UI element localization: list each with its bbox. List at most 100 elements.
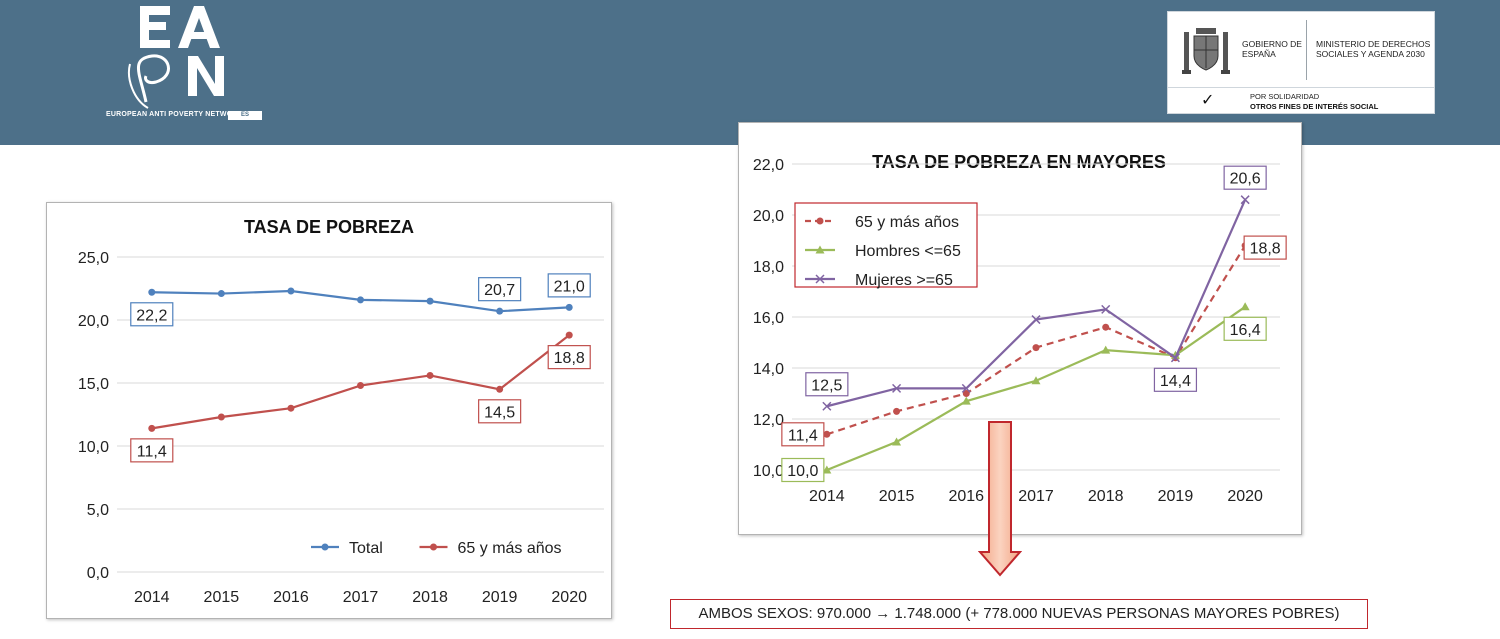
data-point <box>496 385 504 393</box>
data-label-box <box>1223 316 1267 341</box>
y-tick-label: 15,0 <box>78 376 109 393</box>
data-point <box>1102 323 1110 331</box>
government-badge: GOBIERNO DE ESPAÑA MINISTERIO DE DERECHO… <box>1167 11 1435 114</box>
data-point <box>426 371 434 379</box>
chart-poverty-rate: TASA DE POBREZA 0,0 5,0 10,0 15,0 20,0 25,0 201… <box>46 202 612 619</box>
x-tick-label: 2015 <box>204 589 240 606</box>
legend-marker <box>430 543 437 551</box>
x-tick-label: 2019 <box>1158 488 1194 505</box>
coat-of-arms-icon <box>1182 28 1230 74</box>
data-label-box <box>781 422 825 447</box>
data-label-box <box>1243 235 1287 260</box>
data-point <box>893 407 901 415</box>
data-point <box>1240 302 1250 311</box>
legend-label: Total <box>349 540 383 557</box>
solidarity-line-1: POR SOLIDARIDAD <box>1250 92 1320 101</box>
y-tick-label: 22,0 <box>753 157 784 174</box>
data-point <box>217 413 225 421</box>
y-tick-label: 12,0 <box>753 412 784 429</box>
chart-elderly-poverty-rate: TASA DE POBREZA EN MAYORES 10,0 12,0 14,0 16… <box>738 122 1302 535</box>
gov-name: GOBIERNO DE ESPAÑA <box>1242 39 1302 59</box>
legend-label: Mujeres >=65 <box>855 272 953 289</box>
data-label: 21,0 <box>554 278 585 295</box>
data-label-box <box>478 277 522 302</box>
data-point <box>892 437 902 446</box>
data-label-box <box>1223 165 1267 190</box>
legend-marker <box>321 543 329 551</box>
government-badge-top: GOBIERNO DE ESPAÑA MINISTERIO DE DERECHO… <box>1168 12 1434 88</box>
data-point <box>822 401 832 411</box>
data-point <box>357 382 364 390</box>
y-tick-label: 0,0 <box>87 565 109 582</box>
data-label-box <box>478 399 522 424</box>
x-tick-label: 2018 <box>412 589 448 606</box>
data-label: 16,4 <box>1230 322 1261 339</box>
data-label-box <box>1153 367 1198 392</box>
y-tick-label: 25,0 <box>78 250 109 267</box>
data-point <box>148 424 156 432</box>
down-arrow-icon <box>978 421 1022 577</box>
legend-label: 65 y más años <box>855 214 959 231</box>
data-point <box>962 390 970 397</box>
data-point <box>1101 304 1111 314</box>
data-label-box <box>805 372 849 397</box>
data-label: 20,6 <box>1230 171 1261 188</box>
data-point <box>961 383 971 393</box>
data-point <box>1032 344 1040 352</box>
data-label: 14,5 <box>484 404 515 421</box>
data-point <box>357 296 364 304</box>
x-tick-label: 2015 <box>879 488 915 505</box>
solidarity-line-2: OTROS FINES DE INTERÉS SOCIAL <box>1250 102 1379 111</box>
data-point <box>961 396 971 405</box>
data-label: 18,8 <box>1250 241 1281 258</box>
data-label-box <box>130 302 174 327</box>
y-tick-label: 16,0 <box>753 310 784 327</box>
data-point <box>565 303 573 311</box>
data-label: 18,8 <box>554 350 585 367</box>
data-point <box>892 383 902 393</box>
data-label-box <box>547 345 591 370</box>
y-tick-label: 5,0 <box>87 502 109 519</box>
data-label: 20,7 <box>484 282 515 299</box>
data-label: 22,2 <box>136 307 167 324</box>
x-tick-label: 2019 <box>482 589 518 606</box>
data-point <box>496 307 504 315</box>
x-tick-label: 2016 <box>948 488 984 505</box>
data-point <box>287 404 295 412</box>
data-label-box <box>130 438 174 463</box>
data-point <box>823 430 831 438</box>
eapn-logo <box>128 6 224 109</box>
data-label-box <box>547 273 591 298</box>
data-point <box>148 288 156 296</box>
y-tick-label: 18,0 <box>753 259 784 276</box>
x-tick-label: 2018 <box>1088 488 1124 505</box>
data-label-box <box>781 457 825 483</box>
data-label: 10,0 <box>787 463 818 480</box>
ministry-name: MINISTERIO DE DERECHOS SOCIALES Y AGENDA… <box>1316 39 1431 59</box>
data-point <box>287 287 295 295</box>
summary-box: AMBOS SEXOS: 970.000 → 1.748.000 (+ 778.… <box>670 599 1368 629</box>
data-point <box>1170 353 1180 363</box>
chart-title: TASA DE POBREZA <box>244 217 414 237</box>
checkmark-icon: ✓ <box>1201 92 1215 109</box>
data-point <box>1101 345 1111 354</box>
chart-elderly-poverty-rate-svg: TASA DE POBREZA EN MAYORES 10,0 12,0 14,0 16… <box>753 152 1287 505</box>
y-tick-label: 20,0 <box>78 313 109 330</box>
x-tick-label: 2020 <box>1227 488 1263 505</box>
legend-box <box>794 202 978 288</box>
chart-title: TASA DE POBREZA EN MAYORES <box>872 152 1166 172</box>
gov-divider <box>1306 20 1307 80</box>
data-point <box>217 290 225 298</box>
y-tick-label: 14,0 <box>753 361 784 378</box>
x-tick-label: 2014 <box>134 589 170 606</box>
data-label: 11,4 <box>137 443 167 460</box>
x-tick-label: 2016 <box>273 589 309 606</box>
legend-marker <box>816 217 824 225</box>
legend-label: Hombres <=65 <box>855 243 961 260</box>
data-point <box>1031 315 1041 325</box>
data-label: 11,4 <box>788 427 818 444</box>
data-label: 14,4 <box>1160 373 1191 390</box>
y-tick-label: 10,0 <box>78 439 109 456</box>
x-tick-label: 2014 <box>809 488 845 505</box>
x-tick-label: 2017 <box>343 589 379 606</box>
